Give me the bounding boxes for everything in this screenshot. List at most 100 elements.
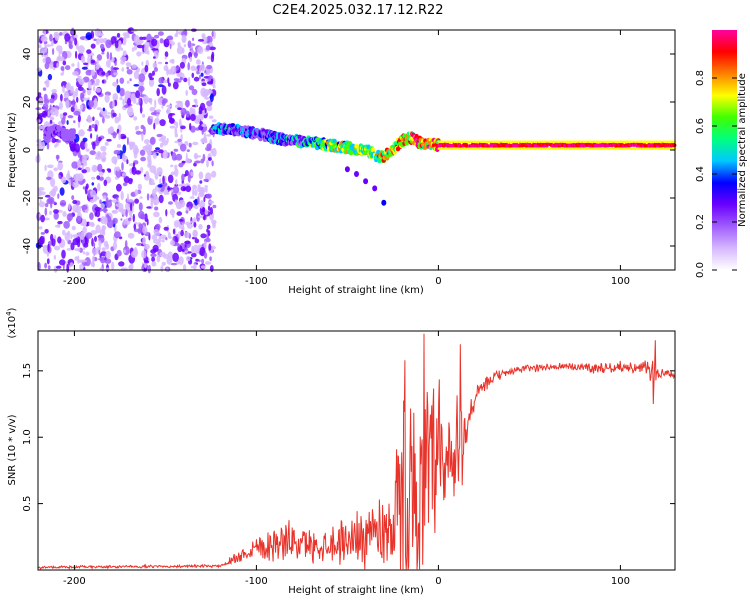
- noise-blob: [63, 221, 70, 229]
- noise-blob: [38, 226, 43, 230]
- noise-blob: [205, 45, 211, 51]
- noise-blob: [44, 262, 48, 269]
- noise-blob: [143, 44, 149, 55]
- noise-blob: [156, 88, 160, 97]
- noise-blob: [85, 148, 90, 152]
- noise-blob: [154, 99, 157, 109]
- noise-blob: [112, 112, 117, 117]
- noise-blob: [190, 220, 194, 224]
- noise-blob: [44, 62, 50, 70]
- noise-blob: [191, 253, 197, 258]
- noise-blob: [156, 254, 161, 263]
- noise-blob: [146, 218, 149, 226]
- noise-blob: [143, 174, 146, 177]
- noise-blob: [90, 59, 96, 64]
- noise-blob: [191, 72, 195, 79]
- noise-blob: [44, 44, 48, 53]
- noise-blob: [93, 97, 98, 106]
- noise-blob: [181, 173, 185, 182]
- noise-blob: [118, 131, 121, 141]
- noise-blob: [82, 137, 88, 142]
- noise-blob: [72, 199, 78, 205]
- noise-blob: [187, 40, 192, 49]
- noise-blob: [89, 198, 95, 203]
- noise-blob: [211, 30, 214, 38]
- noise-blob: [154, 206, 159, 211]
- noise-blob: [131, 94, 134, 102]
- noise-blob: [114, 40, 119, 49]
- noise-blob: [59, 187, 65, 196]
- noise-blob: [116, 183, 122, 192]
- noise-blob: [127, 232, 135, 239]
- noise-blob: [93, 85, 96, 92]
- noise-blob: [137, 183, 142, 191]
- noise-blob: [131, 64, 137, 69]
- noise-blob: [53, 255, 56, 260]
- noise-blob: [98, 38, 105, 44]
- noise-blob: [203, 178, 209, 182]
- noise-blob: [65, 83, 70, 90]
- noise-blob: [122, 182, 128, 187]
- noise-blob: [182, 187, 186, 192]
- noise-blob: [156, 167, 163, 176]
- noise-blob: [85, 251, 90, 256]
- noise-blob: [143, 126, 146, 136]
- noise-blob: [95, 87, 102, 93]
- noise-blob: [57, 220, 63, 225]
- noise-blob: [122, 144, 127, 154]
- noise-blob: [120, 218, 123, 221]
- noise-blob: [190, 125, 196, 133]
- noise-blob: [178, 199, 186, 208]
- noise-blob: [94, 206, 101, 212]
- noise-blob: [201, 82, 207, 87]
- noise-blob: [67, 115, 74, 119]
- noise-blob: [176, 80, 182, 83]
- noise-blob: [178, 219, 184, 222]
- noise-blob: [191, 245, 194, 254]
- noise-blob: [185, 158, 191, 164]
- noise-blob: [97, 182, 101, 192]
- noise-blob: [115, 206, 118, 210]
- noise-blob: [171, 58, 175, 64]
- noise-blob: [185, 209, 189, 214]
- noise-blob: [150, 253, 157, 257]
- noise-blob: [102, 116, 105, 124]
- noise-blob: [206, 64, 213, 70]
- noise-blob: [92, 255, 95, 264]
- noise-blob: [153, 201, 157, 206]
- noise-blob: [106, 138, 112, 142]
- y-tick-label: 20: [22, 96, 33, 109]
- noise-blob: [96, 58, 99, 67]
- y-tick-label: -40: [22, 238, 33, 254]
- noise-blob: [41, 141, 45, 150]
- noise-blob: [130, 202, 133, 212]
- noise-blob: [102, 151, 107, 156]
- noise-blob: [114, 61, 117, 66]
- noise-blob: [76, 215, 82, 224]
- noise-blob: [112, 210, 117, 214]
- noise-blob: [199, 188, 205, 196]
- noise-blob: [74, 37, 78, 46]
- noise-blob: [140, 82, 144, 86]
- noise-blob: [205, 193, 212, 199]
- noise-blob: [54, 144, 57, 148]
- noise-blob: [195, 258, 200, 262]
- noise-blob: [112, 217, 118, 225]
- noise-blob: [70, 176, 73, 186]
- noise-blob: [46, 258, 50, 265]
- noise-blob: [49, 98, 55, 104]
- noise-blob: [167, 82, 171, 87]
- noise-blob: [154, 117, 160, 125]
- noise-blob: [142, 236, 146, 246]
- noise-blob: [122, 98, 125, 106]
- noise-blob: [42, 245, 49, 249]
- noise-blob: [204, 209, 209, 216]
- noise-blob: [66, 263, 70, 273]
- noise-blob: [183, 44, 187, 48]
- noise-blob: [88, 222, 92, 226]
- noise-blob: [97, 163, 103, 173]
- noise-blob: [71, 63, 75, 67]
- noise-blob: [182, 264, 187, 271]
- noise-blob: [170, 164, 174, 168]
